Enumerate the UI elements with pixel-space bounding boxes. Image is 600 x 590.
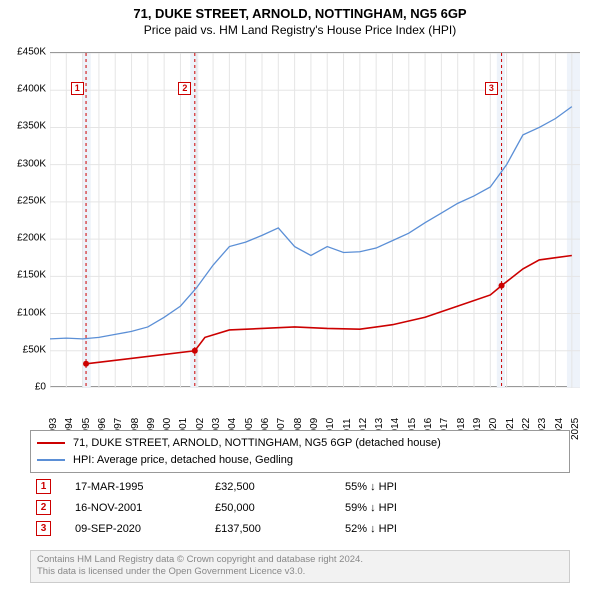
chart-container: 71, DUKE STREET, ARNOLD, NOTTINGHAM, NG5… — [0, 0, 600, 590]
chart-svg — [50, 53, 580, 388]
marker-table: 1 17-MAR-1995£32,50055% ↓ HPI 2 16-NOV-2001… — [30, 476, 570, 539]
legend-box: 71, DUKE STREET, ARNOLD, NOTTINGHAM, NG5… — [30, 430, 570, 473]
y-axis-labels: £0£50K£100K£150K£200K£250K£300K£350K£400… — [0, 52, 48, 387]
marker-badge: 2 — [36, 500, 51, 515]
chart-marker-badge-1: 1 — [71, 82, 84, 95]
marker-row: 3 09-SEP-2020£137,50052% ↓ HPI — [30, 518, 570, 539]
legend-swatch — [37, 442, 65, 444]
y-axis-tick-label: £450K — [17, 47, 46, 58]
marker-row: 1 17-MAR-1995£32,50055% ↓ HPI — [30, 476, 570, 497]
y-axis-tick-label: £150K — [17, 270, 46, 281]
footer-line-1: Contains HM Land Registry data © Crown c… — [37, 554, 563, 566]
y-axis-tick-label: £250K — [17, 195, 46, 206]
chart-plot-area — [50, 52, 580, 387]
y-axis-tick-label: £400K — [17, 84, 46, 95]
marker-date: 09-SEP-2020 — [75, 523, 215, 535]
y-axis-tick-label: £300K — [17, 158, 46, 169]
y-axis-tick-label: £200K — [17, 233, 46, 244]
x-axis-labels: 1993199419951996199719981999200020012002… — [50, 390, 580, 430]
y-axis-tick-label: £100K — [17, 307, 46, 318]
title-block: 71, DUKE STREET, ARNOLD, NOTTINGHAM, NG5… — [0, 0, 600, 38]
chart-marker-badge-3: 3 — [485, 82, 498, 95]
chart-marker-badge-2: 2 — [178, 82, 191, 95]
marker-row: 2 16-NOV-2001£50,00059% ↓ HPI — [30, 497, 570, 518]
y-axis-tick-label: £350K — [17, 121, 46, 132]
x-axis-tick-label: 2025 — [570, 418, 581, 440]
marker-price: £32,500 — [215, 481, 345, 493]
marker-pct: 59% ↓ HPI — [345, 502, 465, 514]
y-axis-tick-label: £50K — [23, 344, 46, 355]
legend-label: 71, DUKE STREET, ARNOLD, NOTTINGHAM, NG5… — [73, 435, 441, 452]
marker-badge: 3 — [36, 521, 51, 536]
y-axis-tick-label: £0 — [35, 382, 46, 393]
title-line-2: Price paid vs. HM Land Registry's House … — [0, 23, 600, 39]
legend-row: 71, DUKE STREET, ARNOLD, NOTTINGHAM, NG5… — [37, 435, 563, 452]
marker-pct: 52% ↓ HPI — [345, 523, 465, 535]
marker-date: 17-MAR-1995 — [75, 481, 215, 493]
marker-price: £50,000 — [215, 502, 345, 514]
marker-pct: 55% ↓ HPI — [345, 481, 465, 493]
legend-swatch — [37, 459, 65, 461]
legend-row: HPI: Average price, detached house, Gedl… — [37, 452, 563, 469]
title-line-1: 71, DUKE STREET, ARNOLD, NOTTINGHAM, NG5… — [0, 6, 600, 23]
marker-price: £137,500 — [215, 523, 345, 535]
footer-line-2: This data is licensed under the Open Gov… — [37, 566, 563, 578]
footer-attribution: Contains HM Land Registry data © Crown c… — [30, 550, 570, 583]
legend-label: HPI: Average price, detached house, Gedl… — [73, 452, 293, 469]
marker-badge: 1 — [36, 479, 51, 494]
marker-date: 16-NOV-2001 — [75, 502, 215, 514]
